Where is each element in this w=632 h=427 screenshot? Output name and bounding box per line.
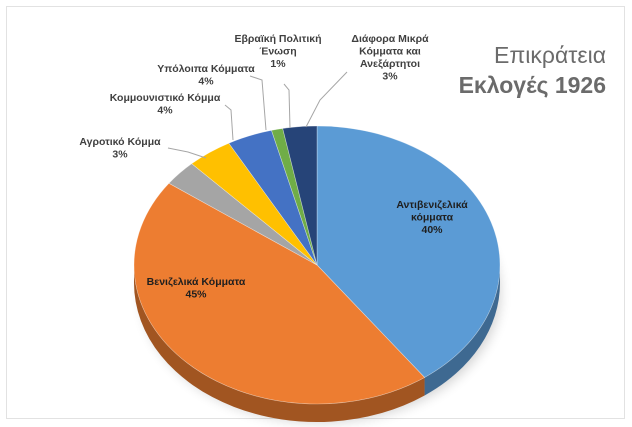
slice-label: Εβραϊκή Πολιτική Ένωση 1% <box>234 33 321 70</box>
chart-title: Επικράτεια Εκλογές 1926 <box>446 40 606 100</box>
chart-title-line1: Επικράτεια <box>494 42 606 68</box>
leader-line <box>224 104 234 141</box>
slice-label: Διάφορα Μικρά Κόμματα και Ανεξάρτητοι 3% <box>351 33 429 83</box>
leader-line <box>249 75 267 131</box>
slice-label: Υπόλοιπα Κόμματα 4% <box>157 63 255 88</box>
chart-title-line2: Εκλογές 1926 <box>458 72 606 98</box>
slice-label: Βενιζελικά Κόμματα 45% <box>147 276 246 301</box>
pie-side-wall <box>134 265 425 422</box>
pie-slice <box>133 182 426 405</box>
pie-slice <box>282 125 318 266</box>
pie-slice <box>316 125 501 378</box>
leader-line <box>167 147 207 159</box>
slice-label: Αγροτικό Κόμμα 3% <box>79 136 161 161</box>
pie-side-wall <box>424 265 500 396</box>
slice-label: Κομμουνιστικό Κόμμα 4% <box>110 92 221 117</box>
leader-line <box>283 83 291 129</box>
leader-line <box>305 71 348 128</box>
slice-label: Αντιβενιζελικά κόμματα 40% <box>396 199 468 236</box>
